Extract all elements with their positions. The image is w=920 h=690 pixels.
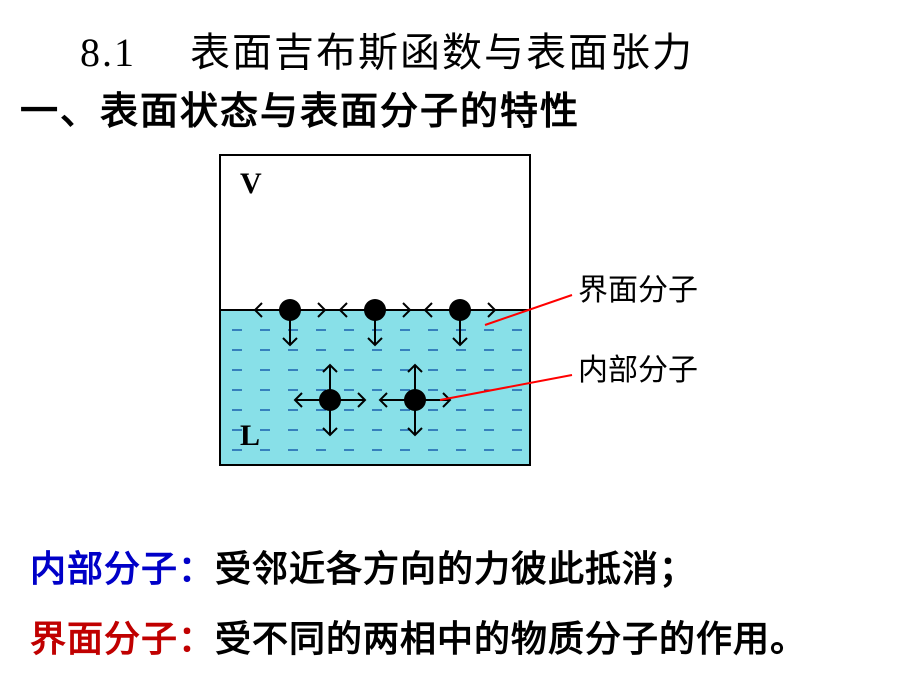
page-title: 8.1 表面吉布斯函数与表面张力 (80, 20, 694, 78)
caption-internal: 内部分子：受邻近各方向的力彼此抵消； (30, 540, 696, 592)
svg-text:界面分子: 界面分子 (578, 274, 698, 307)
caption-internal-text: 受邻近各方向的力彼此抵消； (215, 548, 696, 589)
caption-interface: 界面分子：受不同的两相中的物质分子的作用。 (30, 610, 807, 662)
svg-text:V: V (240, 167, 262, 200)
section-heading: 一、表面状态与表面分子的特性 (20, 80, 580, 135)
molecule-diagram: V L 界面分子内部分子 (190, 145, 750, 485)
svg-text:L: L (240, 419, 260, 452)
caption-interface-label: 界面分子： (30, 618, 215, 659)
caption-internal-label: 内部分子： (30, 548, 215, 589)
caption-interface-text: 受不同的两相中的物质分子的作用。 (215, 618, 807, 659)
svg-text:内部分子: 内部分子 (578, 354, 698, 387)
